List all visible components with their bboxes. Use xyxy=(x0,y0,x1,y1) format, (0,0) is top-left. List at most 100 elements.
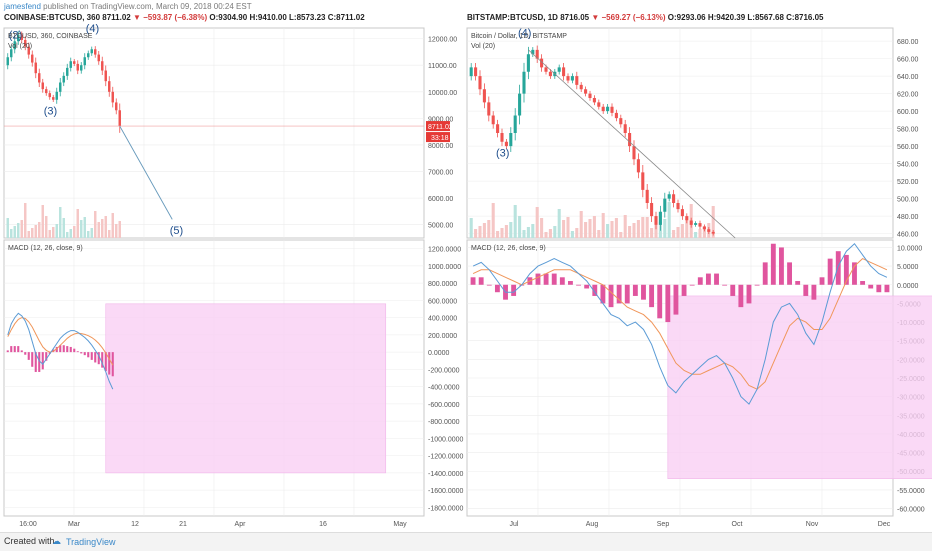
right-histogram-bar xyxy=(600,284,606,304)
right-candle-body xyxy=(535,49,539,59)
right-volume-bar xyxy=(487,220,491,238)
left-candle-body xyxy=(118,110,121,127)
right-candle-body xyxy=(606,106,610,112)
right-candle-body xyxy=(579,84,583,90)
right-macd-tick-label: -55.0000 xyxy=(897,488,925,495)
left-price-legend-1: Vol (20) xyxy=(8,43,32,50)
right-histogram-bar xyxy=(722,284,728,286)
left-volume-bar xyxy=(69,229,72,238)
left-candle-body xyxy=(27,46,30,55)
left-volume-bar xyxy=(59,207,62,238)
right-candle-body xyxy=(702,226,706,230)
left-candle-body xyxy=(87,53,90,58)
left-change: ▼ −593.87 (−6.38%) xyxy=(132,13,208,22)
right-candle-body xyxy=(597,102,601,107)
right-candle-body xyxy=(588,93,592,98)
left-candle-body xyxy=(55,91,58,100)
right-volume-bar xyxy=(548,229,552,238)
left-histogram-bar xyxy=(13,346,16,353)
left-last: 8711.02 xyxy=(102,13,131,22)
left-candle-body xyxy=(13,41,16,50)
right-candle-body xyxy=(676,203,680,210)
right-volume-bar xyxy=(645,217,649,238)
right-histogram-bar xyxy=(543,273,549,285)
right-macd-tick-label: -60.0000 xyxy=(897,507,925,514)
right-volume-bar xyxy=(614,218,618,238)
right-macd-line xyxy=(472,242,888,405)
left-volume-bar xyxy=(73,226,76,238)
left-time-tick-label: 12 xyxy=(131,521,139,528)
left-macd-tick-label: -200.0000 xyxy=(428,367,460,374)
left-candle-body xyxy=(20,34,23,40)
right-candle-body xyxy=(478,76,482,90)
right-candle-body xyxy=(513,115,517,133)
left-candle-body xyxy=(52,97,55,100)
right-candle-body xyxy=(557,67,561,72)
right-price-legend-1: Vol (20) xyxy=(471,43,495,50)
left-candle-body xyxy=(80,65,83,71)
right-candle-body xyxy=(698,223,702,227)
left-histogram-bar xyxy=(101,352,104,368)
left-histogram-bar xyxy=(69,346,72,353)
right-histogram-bar xyxy=(811,284,817,300)
left-candle-body xyxy=(48,93,51,98)
right-candles xyxy=(469,45,715,236)
right-histogram-bar xyxy=(730,284,736,296)
right-trendline xyxy=(528,49,736,239)
published-text: published on TradingView.com, March 09, … xyxy=(43,2,252,11)
charts-canvas[interactable]: 12000.00 11000.00 10000.00 9000.00 8000.00 70… xyxy=(0,0,932,532)
right-histogram-bar xyxy=(624,284,630,304)
left-histogram-bar xyxy=(24,352,27,355)
right-histogram-bar xyxy=(860,281,866,285)
right-volume-bar xyxy=(711,206,715,238)
right-candle-body xyxy=(500,133,504,142)
right-histogram-bar xyxy=(551,273,557,285)
right-candle-body xyxy=(584,89,588,94)
right-price-tick-label: 640.00 xyxy=(897,74,919,81)
left-histogram-bar xyxy=(108,352,111,375)
right-candle-body xyxy=(509,133,513,147)
right-candle-body xyxy=(672,194,676,203)
right-price-tick-label: 580.00 xyxy=(897,127,919,134)
left-histogram-bar xyxy=(45,352,48,361)
author-link[interactable]: jamesfend xyxy=(4,2,41,11)
right-histogram-bar xyxy=(787,262,792,285)
right-time-tick-label: Oct xyxy=(732,521,743,528)
left-candle-body xyxy=(111,91,114,103)
right-time-tick-label: Sep xyxy=(657,521,670,528)
right-candle-body xyxy=(680,209,684,217)
right-histogram-bar xyxy=(608,284,614,308)
right-volume-bar xyxy=(592,216,596,238)
left-candle-body xyxy=(115,102,118,111)
right-price-tick-label: 620.00 xyxy=(897,92,919,99)
left-volume-bar xyxy=(76,209,79,238)
right-candle-body xyxy=(522,71,526,94)
right-volume-bar xyxy=(680,224,684,238)
right-volume-bar xyxy=(588,219,592,238)
left-volume-bar xyxy=(10,229,13,238)
chart-header: jamesfend published on TradingView.com, … xyxy=(0,0,932,28)
right-volume-bar xyxy=(482,223,486,238)
left-histogram-bar xyxy=(90,352,93,360)
right-histogram-bar xyxy=(494,284,500,293)
right-price-tick-label: 600.00 xyxy=(897,109,919,116)
right-price-tick-label: 460.00 xyxy=(897,232,919,239)
right-symbol[interactable]: BITSTAMP:BTCUSD, 1D xyxy=(467,13,558,22)
left-candles xyxy=(6,31,121,133)
left-histogram-bar xyxy=(20,350,23,353)
left-wave-label: (3) xyxy=(44,105,57,117)
right-candle-body xyxy=(562,67,566,77)
left-symbol[interactable]: COINBASE:BTCUSD, 360 xyxy=(4,13,101,22)
right-candle-body xyxy=(570,76,574,81)
right-volume-bar xyxy=(663,219,667,238)
right-histogram-bar xyxy=(819,277,825,285)
right-candle-body xyxy=(641,172,645,190)
left-volume-bar xyxy=(90,228,93,238)
right-volume-bar xyxy=(518,216,522,238)
right-histogram-bar xyxy=(592,284,598,296)
left-histogram-bar xyxy=(41,352,44,370)
left-candle-body xyxy=(17,34,20,42)
left-price-tag: 8711.02 xyxy=(428,124,453,131)
right-histogram-bar xyxy=(681,284,687,296)
right-candle-body xyxy=(645,189,649,203)
